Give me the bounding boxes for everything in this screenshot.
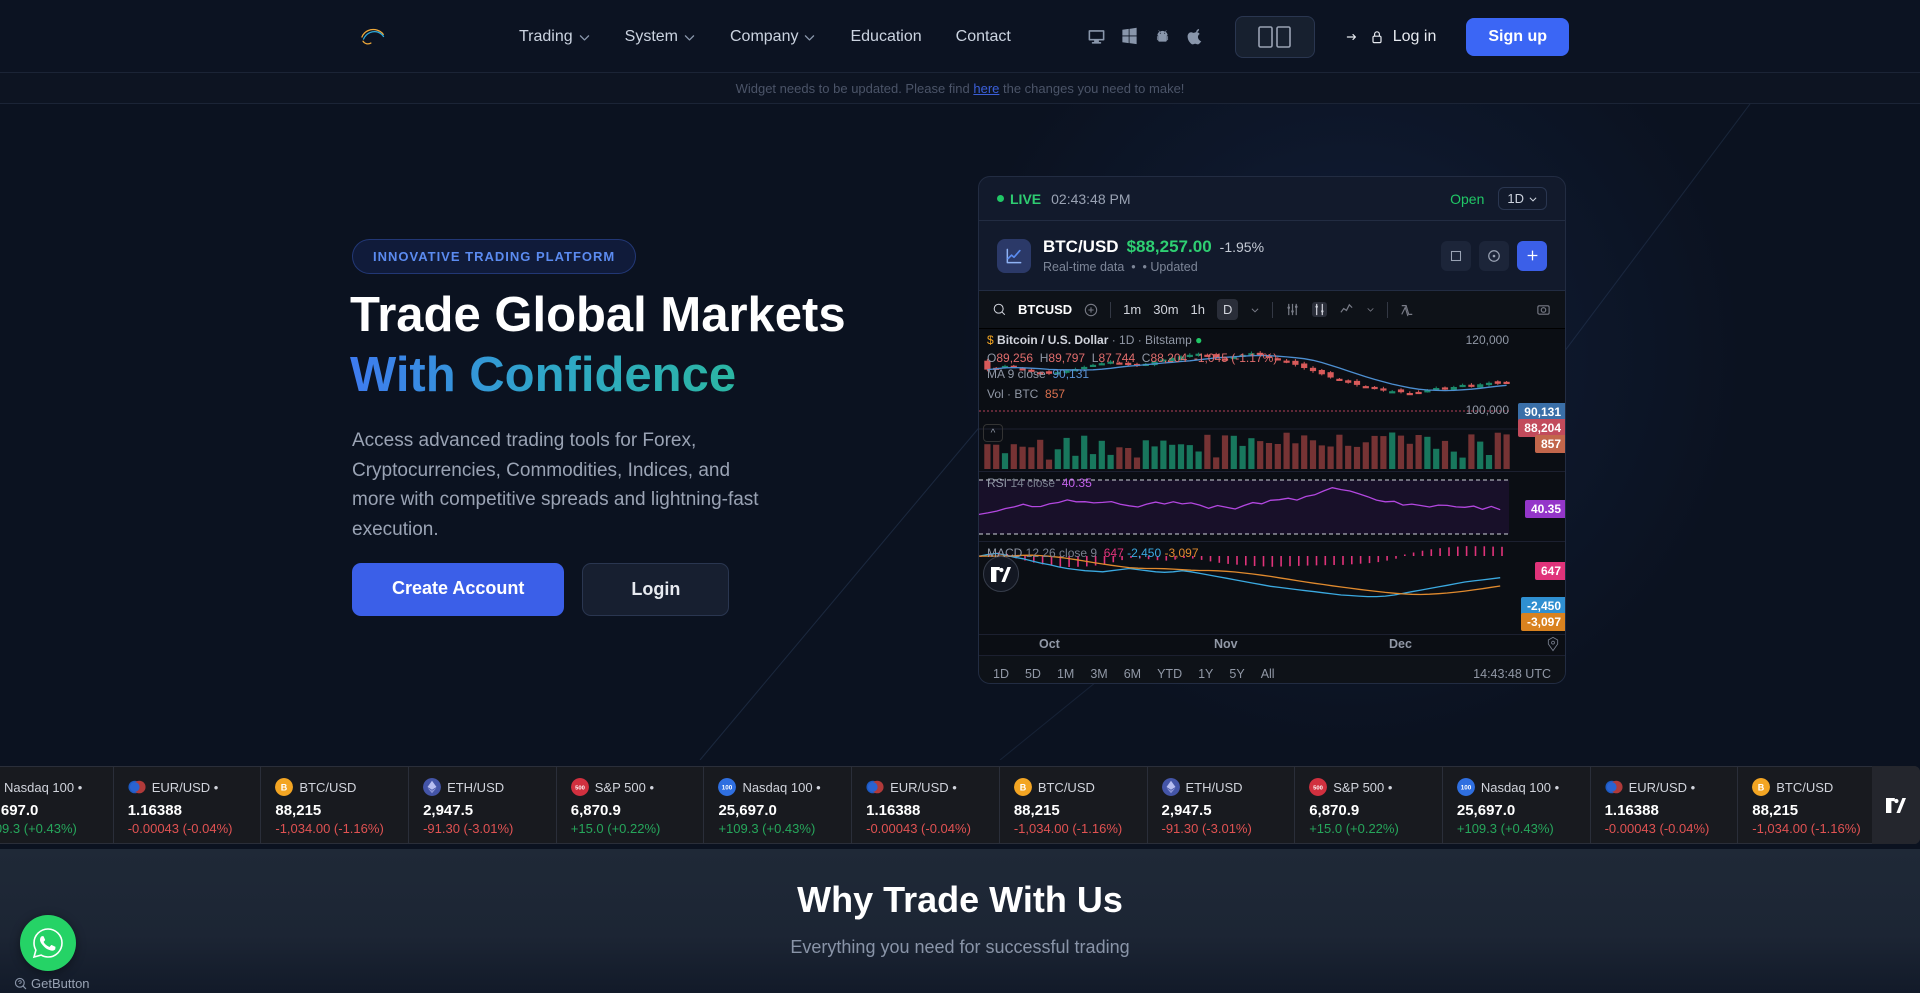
svg-text:100: 100 bbox=[722, 785, 733, 792]
svg-text:B: B bbox=[1758, 783, 1765, 793]
svg-text:100: 100 bbox=[1461, 785, 1472, 792]
svg-text:B: B bbox=[1020, 783, 1027, 793]
svg-text:500: 500 bbox=[1313, 786, 1324, 792]
svg-text:B: B bbox=[281, 783, 288, 793]
svg-text:500: 500 bbox=[575, 786, 586, 792]
